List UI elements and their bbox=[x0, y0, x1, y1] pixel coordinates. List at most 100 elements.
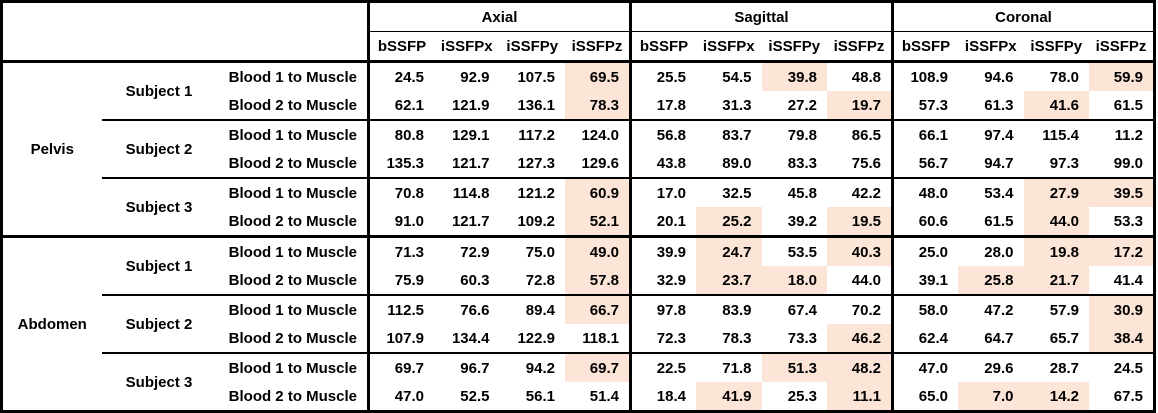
value-cell: 19.7 bbox=[827, 91, 893, 120]
value-cell: 25.3 bbox=[787, 387, 817, 405]
value-cell: 58.0 bbox=[891, 294, 958, 324]
value-cell: 49.0 bbox=[565, 235, 631, 266]
region-label: Pelvis bbox=[30, 140, 74, 158]
value-cell: 109.2 bbox=[517, 212, 555, 230]
row-label: Blood 2 to Muscle bbox=[228, 271, 357, 289]
value-cell: 127.3 bbox=[517, 154, 555, 172]
value-cell: 48.8 bbox=[851, 68, 881, 86]
value-cell: 52.1 bbox=[565, 207, 631, 237]
value-cell: 79.8 bbox=[761, 119, 827, 149]
value-cell: 62.1 bbox=[367, 91, 434, 120]
value-cell: 41.9 bbox=[696, 382, 762, 412]
value-cell: 53.4 bbox=[958, 177, 1024, 207]
value-cell: 39.9 bbox=[629, 235, 696, 266]
value-cell: 97.4 bbox=[958, 119, 1024, 149]
value-cell: 20.1 bbox=[629, 207, 696, 237]
subject-label: Subject 3 bbox=[101, 352, 217, 412]
value-cell: 59.9 bbox=[1089, 61, 1155, 91]
value-cell: 41.6 bbox=[1023, 91, 1089, 120]
value-cell: 39.1 bbox=[891, 266, 958, 295]
value-cell: 114.8 bbox=[434, 177, 500, 207]
value-cell: 18.0 bbox=[761, 266, 827, 295]
value-cell: 57.3 bbox=[891, 91, 958, 120]
corner-cell bbox=[1, 1, 369, 63]
value-cell: 39.8 bbox=[761, 61, 827, 91]
value-cell: 31.3 bbox=[722, 96, 752, 114]
value-cell: 66.7 bbox=[565, 294, 631, 324]
sequence-header-row: bSSFP iSSFPx iSSFPy iSSFPz bSSFP iSSFPx iSSFPy… bbox=[2, 31, 1155, 63]
row-label: Blood 2 to Muscle bbox=[228, 96, 357, 114]
value-cell: 112.5 bbox=[367, 294, 434, 324]
value-cell: 11.2 bbox=[1089, 119, 1155, 149]
value-cell: 39.2 bbox=[787, 212, 817, 230]
value-cell: 118.1 bbox=[582, 329, 619, 347]
value-cell: 21.7 bbox=[1023, 266, 1089, 295]
table-row: Blood 2 to Muscle 62.1 121.9 136.1 78.3 17.8 3… bbox=[2, 91, 1155, 120]
value-cell: 23.7 bbox=[696, 266, 762, 295]
table-row: Subject 3 Blood 1 to Muscle 69.7 96.7 94.2 69… bbox=[2, 352, 1155, 412]
value-cell: 24.5 bbox=[1089, 352, 1155, 382]
value-cell: 78.0 bbox=[1049, 68, 1079, 86]
table-row: Blood 2 to Muscle 91.0 121.7 109.2 52.1 20.1 2… bbox=[2, 207, 1155, 237]
value-cell: 65.0 bbox=[891, 382, 958, 412]
value-cell: 25.0 bbox=[891, 235, 958, 266]
value-cell: 57.8 bbox=[565, 266, 631, 295]
value-cell: 39.5 bbox=[1089, 177, 1155, 207]
value-cell: 134.4 bbox=[451, 329, 490, 347]
value-cell: 40.3 bbox=[827, 235, 893, 266]
value-cell: 30.9 bbox=[1089, 294, 1155, 324]
value-cell: 11.1 bbox=[827, 382, 893, 412]
value-cell: 83.9 bbox=[696, 294, 762, 324]
value-cell: 19.8 bbox=[1023, 235, 1089, 266]
plane-header-coronal: Coronal bbox=[891, 1, 1155, 32]
value-cell: 71.3 bbox=[367, 235, 434, 266]
value-cell: 32.9 bbox=[629, 266, 696, 295]
value-cell: 38.4 bbox=[1089, 324, 1155, 353]
value-cell: 18.4 bbox=[629, 382, 696, 412]
subject-label: Subject 1 bbox=[125, 82, 193, 100]
value-cell: 122.9 bbox=[517, 329, 555, 347]
value-cell: 115.4 bbox=[1023, 119, 1089, 149]
value-cell: 44.0 bbox=[851, 271, 881, 289]
value-cell: 75.0 bbox=[499, 235, 565, 266]
subject-label: Subject 2 bbox=[101, 294, 217, 353]
table-row: Abdomen Subject 1 Blood 1 to Muscle 71.3 72.… bbox=[1, 235, 1155, 412]
value-cell: 46.2 bbox=[827, 324, 893, 353]
value-cell: 94.7 bbox=[984, 154, 1014, 172]
value-cell: 73.3 bbox=[787, 329, 817, 347]
row-label: Blood 2 to Muscle bbox=[228, 212, 357, 230]
sequence-header: bSSFP bbox=[367, 31, 434, 63]
sequence-header: iSSFPy bbox=[499, 31, 565, 63]
value-cell: 60.9 bbox=[565, 177, 631, 207]
value-cell: 70.2 bbox=[827, 294, 893, 324]
table-row: Blood 2 to Muscle 75.9 60.3 72.8 57.8 32.9 23.… bbox=[2, 266, 1155, 295]
sequence-header: iSSFPx bbox=[958, 31, 1024, 63]
value-cell: 70.8 bbox=[367, 177, 434, 207]
value-cell: 67.4 bbox=[761, 294, 827, 324]
region-label: Abdomen bbox=[1, 235, 102, 412]
value-cell: 89.4 bbox=[499, 294, 565, 324]
value-cell: 47.2 bbox=[958, 294, 1024, 324]
value-cell: 61.5 bbox=[984, 212, 1014, 230]
row-label: Blood 2 to Muscle bbox=[228, 154, 357, 172]
value-cell: 25.8 bbox=[958, 266, 1024, 295]
value-cell: 121.7 bbox=[451, 154, 490, 172]
value-cell: 42.2 bbox=[827, 177, 893, 207]
table-row: Blood 2 to Muscle 107.9 134.4 122.9 118.1 72.… bbox=[2, 324, 1155, 353]
sequence-header: iSSFPx bbox=[434, 31, 500, 63]
value-cell: 60.6 bbox=[891, 207, 958, 237]
value-cell: 51.3 bbox=[761, 352, 827, 382]
row-label: Blood 1 to Muscle bbox=[216, 352, 369, 382]
value-cell: 47.0 bbox=[367, 382, 434, 412]
value-cell: 41.4 bbox=[1113, 271, 1143, 289]
subject-label: Subject 1 bbox=[101, 235, 217, 295]
value-cell: 17.2 bbox=[1089, 235, 1155, 266]
value-cell: 121.7 bbox=[451, 212, 490, 230]
value-cell: 97.8 bbox=[629, 294, 696, 324]
subject-label: Subject 2 bbox=[101, 119, 217, 178]
sequence-header: bSSFP bbox=[629, 31, 696, 63]
value-cell: 83.7 bbox=[696, 119, 762, 149]
value-cell: 45.8 bbox=[761, 177, 827, 207]
value-cell: 83.3 bbox=[787, 154, 817, 172]
